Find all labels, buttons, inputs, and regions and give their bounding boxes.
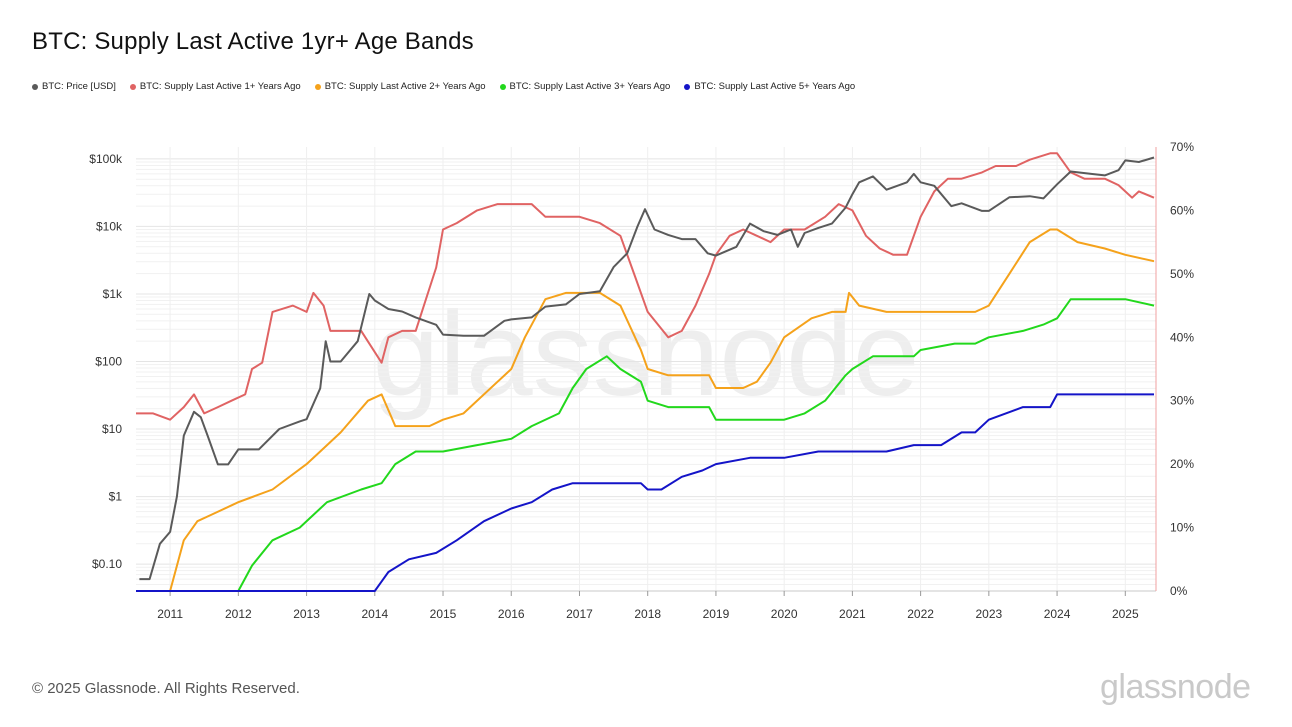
x-tick-label: 2012 (225, 607, 252, 621)
x-tick-label: 2022 (907, 607, 934, 621)
grid (136, 147, 1156, 592)
legend-label-5y: BTC: Supply Last Active 5+ Years Ago (694, 81, 856, 92)
x-tick-label: 2023 (975, 607, 1002, 621)
y-right-tick-label: 60% (1170, 203, 1194, 217)
y-right-tick-label: 70% (1170, 140, 1194, 154)
legend-swatch-5y (684, 83, 691, 90)
y-right-tick-label: 0% (1170, 584, 1188, 598)
y-left-tick-label: $10 (102, 422, 122, 436)
x-tick-label: 2018 (634, 607, 661, 621)
x-tick-label: 2024 (1044, 607, 1071, 621)
y-left-tick-label: $0.10 (92, 557, 122, 571)
chart-title: BTC: Supply Last Active 1yr+ Age Bands (32, 28, 474, 55)
y-right-tick-label: 30% (1170, 394, 1194, 408)
x-tick-label: 2025 (1112, 607, 1139, 621)
legend: BTC: Price [USD] BTC: Supply Last Active… (32, 81, 869, 92)
y-left-tick-label: $100k (89, 152, 123, 166)
copyright: © 2025 Glassnode. All Rights Reserved. (32, 680, 300, 697)
x-tick-label: 2016 (498, 607, 525, 621)
y-right-tick-label: 10% (1170, 521, 1194, 535)
y-left-tick-label: $10k (96, 219, 123, 233)
y-left-tick-label: $1 (109, 490, 123, 504)
legend-label-3y: BTC: Supply Last Active 3+ Years Ago (509, 81, 671, 92)
x-tick-label: 2020 (771, 607, 798, 621)
legend-item-2y[interactable]: BTC: Supply Last Active 2+ Years Ago (314, 81, 486, 92)
series-group (136, 152, 1155, 592)
y-right-tick-label: 20% (1170, 457, 1194, 471)
legend-swatch-2y (314, 83, 321, 90)
legend-item-1y[interactable]: BTC: Supply Last Active 1+ Years Ago (129, 81, 301, 92)
axes: $0.10 $1 $10 $100 $1k $10k $100k 0% 10% 20% 30% 40%… (89, 140, 1194, 621)
legend-swatch-3y (499, 83, 506, 90)
series-3y-line (136, 298, 1155, 592)
y-left-tick-label: $100 (95, 355, 122, 369)
series-5y-line (136, 393, 1154, 592)
x-tick-label: 2014 (361, 607, 388, 621)
x-tick-label: 2013 (293, 607, 320, 621)
legend-swatch-1y (129, 83, 136, 90)
brand-logo: glassnode (1100, 668, 1251, 706)
legend-label-1y: BTC: Supply Last Active 1+ Years Ago (139, 81, 301, 92)
legend-label-price: BTC: Price [USD] (42, 81, 116, 92)
x-tick-label: 2015 (430, 607, 457, 621)
series-1y-line (136, 152, 1155, 421)
legend-item-price[interactable]: BTC: Price [USD] (32, 81, 116, 92)
legend-item-5y[interactable]: BTC: Supply Last Active 5+ Years Ago (684, 81, 855, 92)
legend-item-3y[interactable]: BTC: Supply Last Active 3+ Years Ago (499, 81, 671, 92)
legend-swatch-price (32, 83, 38, 90)
x-tick-label: 2011 (157, 607, 183, 621)
legend-label-2y: BTC: Supply Last Active 2+ Years Ago (324, 81, 486, 92)
series-price-line (139, 156, 1155, 581)
y-right-tick-label: 40% (1170, 330, 1194, 344)
series-2y-line (136, 228, 1155, 592)
x-tick-label: 2019 (703, 607, 730, 621)
x-tick-label: 2017 (566, 607, 593, 621)
y-right-tick-label: 50% (1170, 267, 1194, 281)
y-left-tick-label: $1k (103, 287, 123, 301)
x-tick-label: 2021 (839, 607, 866, 621)
